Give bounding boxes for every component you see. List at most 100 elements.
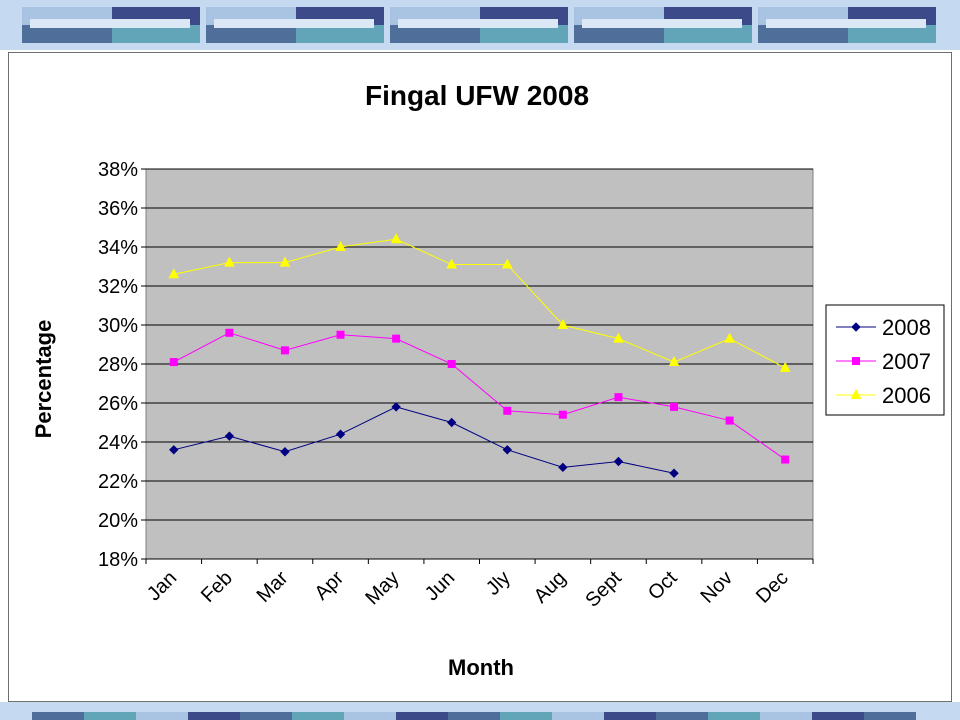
footer-tile <box>812 712 864 720</box>
data-point <box>168 268 180 279</box>
header-tile <box>390 7 568 43</box>
data-point <box>391 402 401 412</box>
x-axis-label: Month <box>448 655 514 680</box>
legend-label: 2006 <box>882 383 931 408</box>
data-point <box>781 455 790 464</box>
data-point <box>279 256 291 267</box>
x-tick-label: Feb <box>197 567 237 607</box>
series-line-2008 <box>173 406 675 474</box>
data-point <box>169 445 179 455</box>
data-point <box>392 334 401 343</box>
chart-panel: Fingal UFW 2008 18% 20% 22% 24% 26% 28% 30% 32%… <box>8 52 952 702</box>
header-tile <box>22 7 200 43</box>
header-tile <box>574 7 752 43</box>
data-point <box>557 318 569 329</box>
data-point <box>501 258 513 269</box>
series-line-2007 <box>173 332 786 460</box>
data-point <box>225 328 234 337</box>
data-point <box>224 256 235 267</box>
data-point <box>503 406 512 415</box>
x-tick-label: Jan <box>143 567 181 605</box>
data-point <box>336 330 345 339</box>
x-tick-label: Apr <box>311 567 349 605</box>
legend-marker <box>851 322 861 332</box>
footer-tile <box>136 712 188 720</box>
data-point <box>447 417 457 428</box>
footer-tile <box>240 712 292 720</box>
legend-marker <box>852 357 860 365</box>
data-point <box>724 332 735 343</box>
data-point <box>280 447 290 457</box>
legend-label: 2007 <box>882 349 931 374</box>
footer-tile <box>864 712 916 720</box>
y-axis-label: Percentage <box>31 320 56 439</box>
data-point <box>390 233 402 244</box>
x-tick-label: Sept <box>581 567 626 612</box>
footer-tile <box>760 712 812 720</box>
series-layer <box>168 233 791 478</box>
y-tick-label: 18% <box>98 549 138 571</box>
x-tick-label: May <box>361 567 403 609</box>
data-point <box>335 429 346 439</box>
footer-tile <box>604 712 656 720</box>
footer-tile <box>552 712 604 720</box>
x-axis-ticks: Jan Feb Mar Apr May Jun Jly Aug Sept Oct Nov Dec <box>143 558 814 612</box>
data-point <box>725 416 734 425</box>
footer-tile <box>292 712 344 720</box>
data-point <box>669 468 679 478</box>
data-point <box>280 346 289 355</box>
data-point <box>447 360 456 368</box>
x-tick-label: Dec <box>752 567 793 608</box>
y-tick-label: 32% <box>98 276 138 298</box>
x-tick-label: Aug <box>530 567 571 608</box>
footer-tile <box>500 712 552 720</box>
y-tick-label: 24% <box>98 432 138 454</box>
legend: 2008 2007 2006 <box>825 304 945 416</box>
series-2006 <box>168 233 791 372</box>
x-tick-label: Oct <box>644 567 682 605</box>
y-tick-label: 36% <box>98 198 138 220</box>
footer-tile <box>84 712 136 720</box>
data-point <box>668 355 680 367</box>
series-2007 <box>169 328 790 464</box>
y-tick-label: 30% <box>98 315 138 337</box>
y-tick-label: 28% <box>98 354 138 376</box>
data-point <box>779 361 791 372</box>
series-line-2006 <box>173 238 786 369</box>
data-point <box>558 410 567 419</box>
header-tile <box>758 7 936 43</box>
footer-tile <box>396 712 448 720</box>
y-tick-label: 34% <box>98 237 138 259</box>
data-point <box>613 332 624 343</box>
data-point <box>224 431 235 441</box>
footer-tile <box>708 712 760 720</box>
data-point <box>613 456 624 467</box>
data-point <box>614 393 623 402</box>
footer-tile <box>656 712 708 720</box>
y-tick-label: 22% <box>98 471 138 493</box>
data-point <box>169 358 178 367</box>
header-tile <box>206 7 384 43</box>
data-point <box>558 462 568 473</box>
y-axis-ticks: 18% 20% 22% 24% 26% 28% 30% 32% 34% 36% 38% <box>98 159 146 571</box>
legend-marker <box>850 388 862 399</box>
data-point <box>502 445 512 455</box>
x-tick-label: Mar <box>253 567 293 607</box>
footer-tile <box>32 712 84 720</box>
footer-tile <box>188 712 240 720</box>
y-tick-label: 26% <box>98 393 138 415</box>
x-tick-label: Jly <box>482 567 515 600</box>
chart-title: Fingal UFW 2008 <box>365 80 589 111</box>
x-tick-label: Nov <box>696 567 737 608</box>
footer-tile <box>448 712 500 720</box>
footer-tile <box>344 712 396 720</box>
data-point <box>670 402 679 411</box>
legend-box <box>825 304 945 416</box>
y-tick-label: 38% <box>98 159 138 181</box>
x-tick-label: Jun <box>421 567 459 605</box>
series-2008 <box>169 402 679 478</box>
y-tick-label: 20% <box>98 510 138 532</box>
legend-label: 2008 <box>882 315 931 340</box>
data-point <box>335 240 346 251</box>
data-point <box>446 258 458 269</box>
